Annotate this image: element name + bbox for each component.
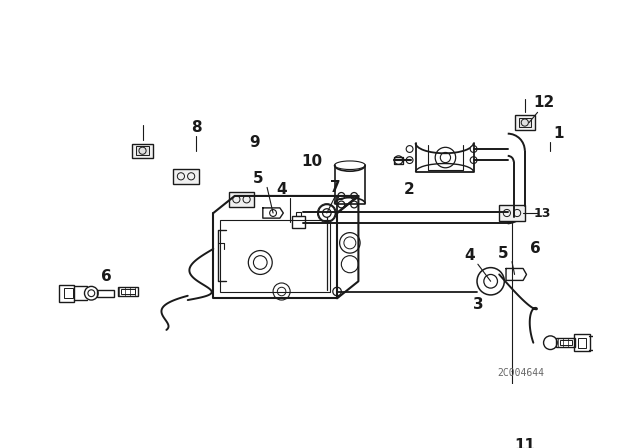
Bar <box>97 290 115 297</box>
Circle shape <box>470 146 477 152</box>
Bar <box>292 215 305 228</box>
Polygon shape <box>132 143 153 158</box>
Polygon shape <box>518 118 531 127</box>
Polygon shape <box>515 116 535 130</box>
Text: 8: 8 <box>191 120 202 135</box>
Text: 5: 5 <box>498 246 509 261</box>
Text: 2: 2 <box>403 181 414 197</box>
Bar <box>296 212 301 215</box>
Text: 6: 6 <box>101 269 112 284</box>
Polygon shape <box>499 205 525 221</box>
Text: 9: 9 <box>249 135 260 150</box>
Text: 1: 1 <box>554 126 564 141</box>
Text: 11: 11 <box>515 438 535 448</box>
Text: 4: 4 <box>276 181 287 197</box>
Text: 4: 4 <box>464 248 475 263</box>
Text: 13: 13 <box>533 207 550 220</box>
Bar <box>560 340 572 345</box>
Bar <box>121 289 135 294</box>
Bar <box>64 288 72 298</box>
Bar <box>394 157 403 164</box>
Text: 6: 6 <box>530 241 540 256</box>
Polygon shape <box>173 168 199 184</box>
Circle shape <box>406 157 413 164</box>
Text: 10: 10 <box>301 154 322 169</box>
Bar <box>59 284 74 302</box>
Text: 3: 3 <box>472 297 483 312</box>
Bar <box>556 338 575 347</box>
Text: 7: 7 <box>330 180 340 195</box>
Bar <box>118 287 138 296</box>
Text: 5: 5 <box>253 172 264 186</box>
Bar <box>394 157 403 164</box>
Circle shape <box>406 146 413 152</box>
Bar <box>220 220 330 292</box>
Circle shape <box>470 157 477 164</box>
Text: 12: 12 <box>534 95 555 110</box>
Polygon shape <box>136 146 148 155</box>
Text: 2C004644: 2C004644 <box>497 367 544 378</box>
Polygon shape <box>228 192 254 207</box>
Bar <box>574 334 589 351</box>
Bar <box>578 338 586 348</box>
Bar <box>394 157 403 164</box>
